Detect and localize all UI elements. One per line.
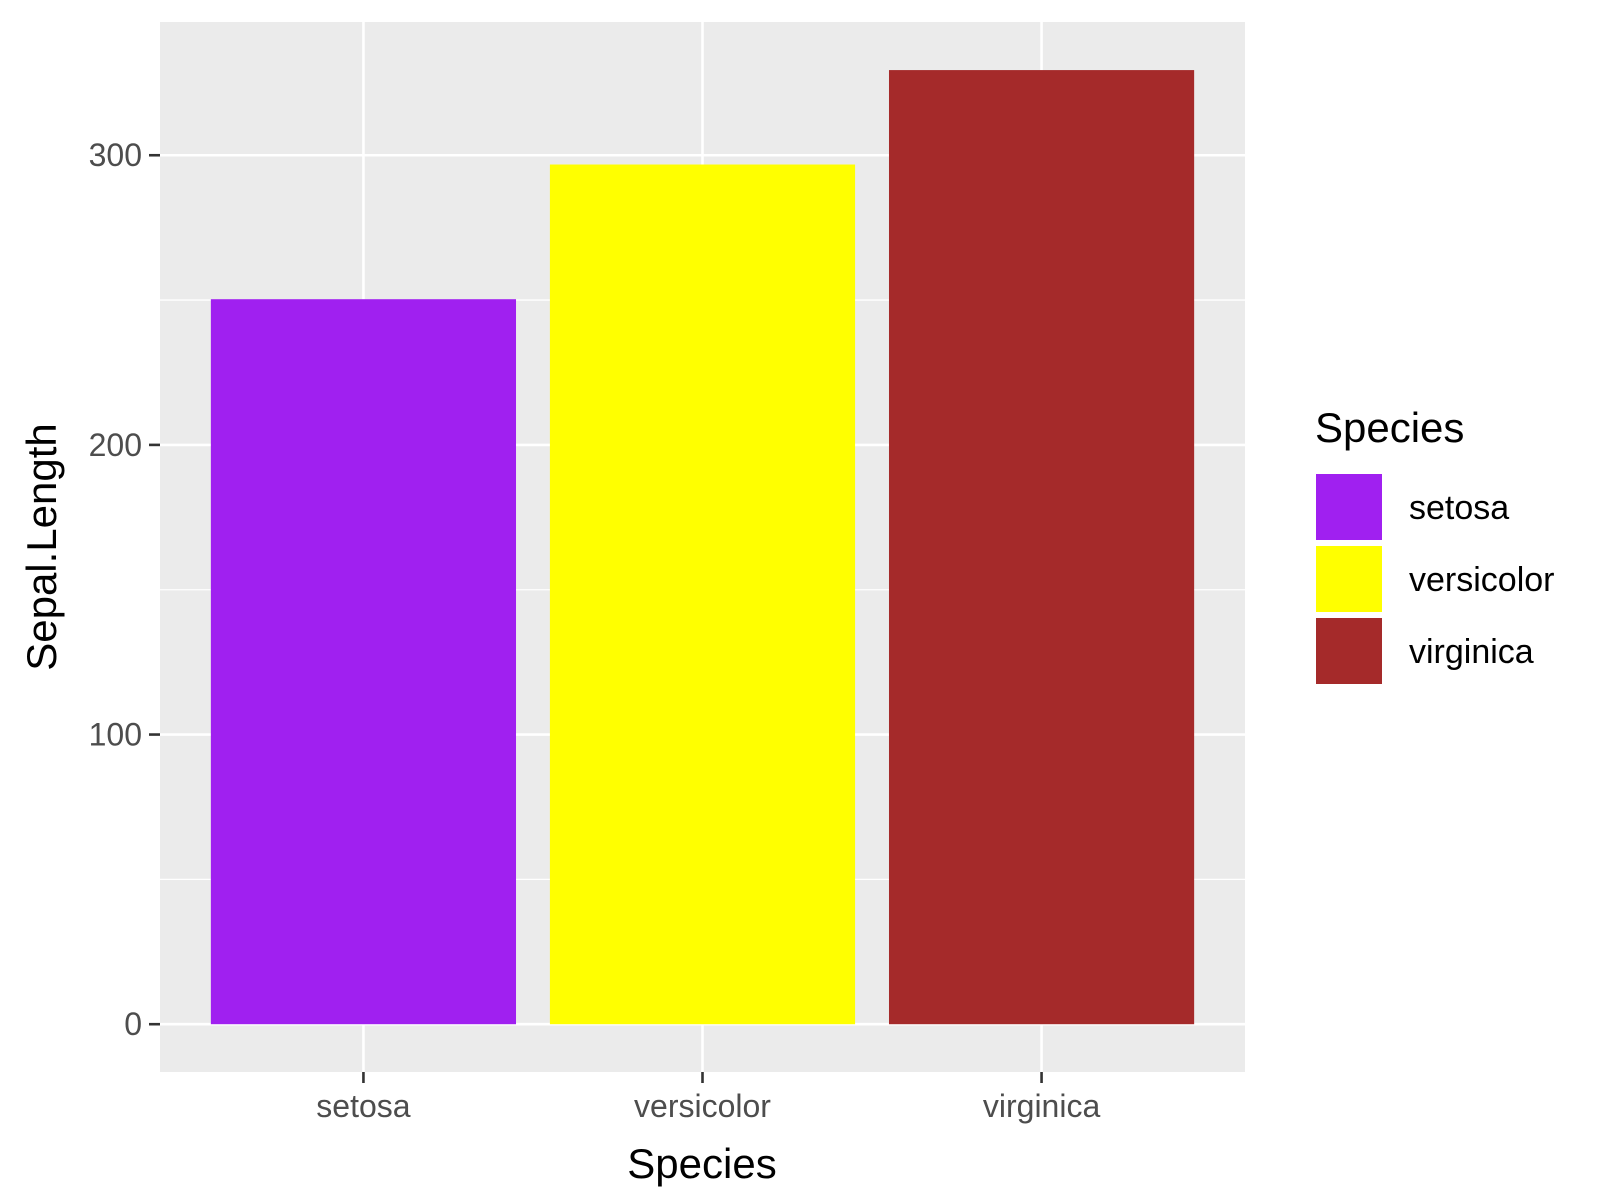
x-axis: setosa versicolor virginica xyxy=(316,1072,1100,1124)
y-tick-label: 100 xyxy=(89,717,142,753)
y-axis: 0 100 200 300 xyxy=(89,137,160,1042)
x-axis-title: Species xyxy=(627,1140,776,1187)
legend-label: versicolor xyxy=(1409,561,1554,599)
legend: Species setosa versicolor virginica xyxy=(1315,404,1554,684)
legend-label: virginica xyxy=(1409,633,1534,671)
x-tick-label: versicolor xyxy=(634,1088,771,1124)
bars xyxy=(210,70,1195,1025)
bar-virginica xyxy=(888,70,1195,1025)
legend-title: Species xyxy=(1315,404,1464,451)
x-tick-label: virginica xyxy=(983,1088,1101,1124)
y-tick-label: 200 xyxy=(89,427,142,463)
y-tick-label: 0 xyxy=(124,1006,142,1042)
bar-versicolor xyxy=(549,164,856,1025)
x-tick-label: setosa xyxy=(316,1088,410,1124)
y-axis-title: Sepal.Length xyxy=(18,423,65,671)
y-tick-label: 300 xyxy=(89,137,142,173)
legend-label: setosa xyxy=(1409,489,1509,527)
bar-setosa xyxy=(210,299,517,1025)
legend-key-versicolor xyxy=(1316,546,1382,612)
legend-key-setosa xyxy=(1316,474,1382,540)
legend-key-virginica xyxy=(1316,618,1382,684)
